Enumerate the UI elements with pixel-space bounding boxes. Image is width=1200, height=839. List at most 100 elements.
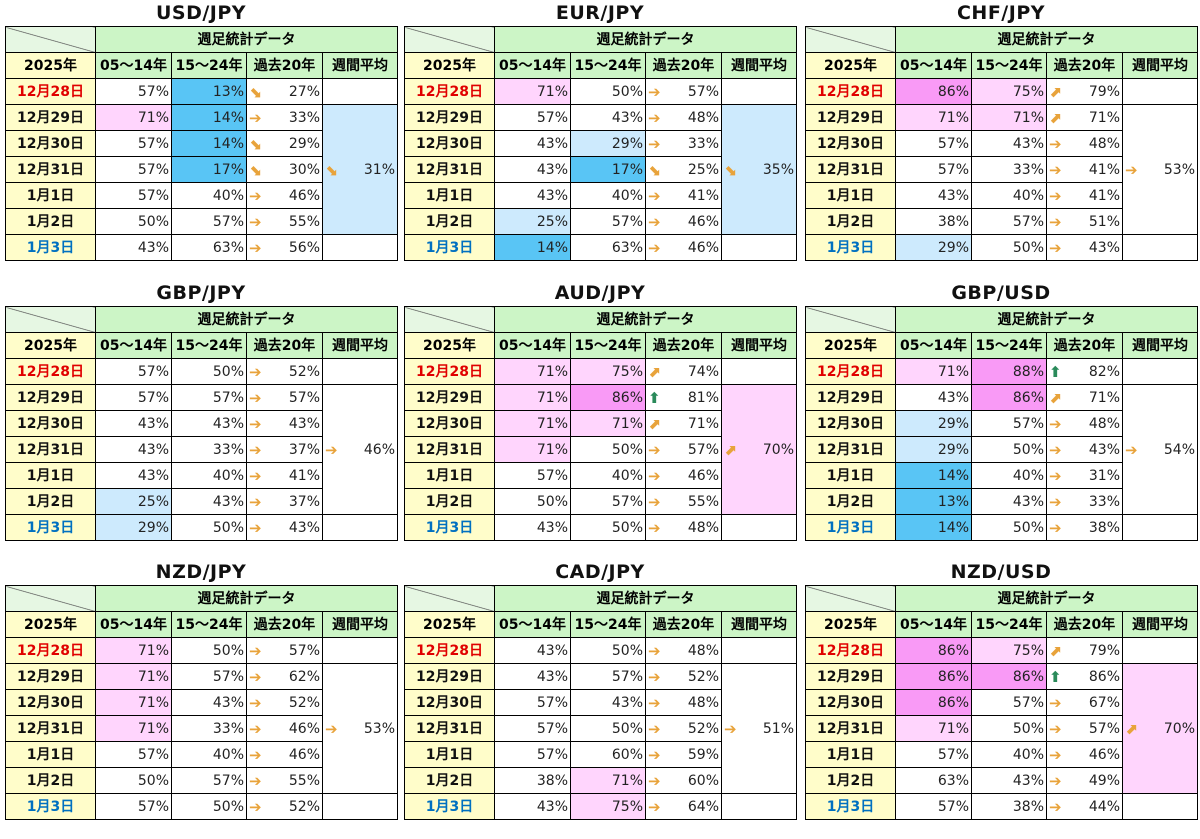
arrow-right-icon: ➔	[1049, 186, 1062, 205]
arrow-right-icon: ➔	[648, 440, 661, 459]
date-cell: 12月31日	[805, 436, 896, 463]
rate-20y-value: 44%	[1088, 798, 1120, 815]
rate-20y: ⬈ 74%	[645, 358, 722, 385]
column-header: 週間平均	[322, 332, 398, 359]
rate-05-14: 43%	[95, 410, 172, 437]
panel-eur-jpy: EUR/JPY 週足統計データ 2025年 05～14年 15～24年 過去20年 週間平均…	[404, 0, 797, 261]
arrow-up-right-icon: ⬈	[1049, 641, 1062, 660]
arrow-right-icon: ➔	[249, 667, 262, 686]
table-row: 12月30日 57% 43% ➔ 48%	[404, 689, 797, 716]
panel-gbp-usd: GBP/USD 週足統計データ 2025年 05～14年 15～24年 過去20年 週間平均…	[805, 280, 1198, 541]
date-cell: 12月31日	[404, 436, 495, 463]
column-header: 過去20年	[1046, 611, 1123, 638]
table-row: 1月3日 14% 63% ➔ 46%	[404, 234, 797, 261]
arrow-down-right-icon: ⬊	[249, 160, 262, 179]
column-header: 15～24年	[171, 332, 247, 359]
arrow-right-icon: ➔	[1049, 518, 1062, 537]
rate-15-24: 43%	[171, 488, 247, 515]
column-header: 過去20年	[645, 332, 722, 359]
arrow-right-icon: ➔	[648, 186, 661, 205]
table-row: 1月1日 57% 40% ➔ 46%	[404, 462, 797, 489]
table-row: 1月1日 57% 40% ➔ 46%	[805, 741, 1198, 768]
rate-20y-value: 57%	[288, 642, 320, 659]
rate-20y-value: 37%	[288, 493, 320, 510]
rate-15-24: 13%	[171, 78, 247, 105]
corner-cell	[404, 306, 495, 333]
panel-nzd-usd: NZD/USD 週足統計データ 2025年 05～14年 15～24年 過去20年 週間平均…	[805, 559, 1198, 820]
rate-15-24: 71%	[570, 410, 646, 437]
date-cell: 12月31日	[404, 715, 495, 742]
date-cell: 1月1日	[5, 741, 96, 768]
year-header: 2025年	[404, 332, 495, 359]
rate-15-24: 86%	[971, 663, 1047, 690]
date-cell: 1月3日	[404, 514, 495, 541]
rate-05-14: 25%	[95, 488, 172, 515]
rate-20y: ➔ 67%	[1046, 689, 1123, 716]
weekly-empty	[322, 78, 398, 105]
rate-15-24: 57%	[171, 767, 247, 794]
column-header: 05～14年	[895, 611, 972, 638]
rate-20y-value: 57%	[687, 83, 719, 100]
rate-20y: ➔ 57%	[645, 436, 722, 463]
group-header: 週足統計データ	[895, 26, 1198, 53]
rate-15-24: 43%	[971, 130, 1047, 157]
table-row: 12月29日 43% 57% ➔ 52% ➔ 51%	[404, 663, 797, 794]
column-header: 05～14年	[494, 52, 571, 79]
arrow-right-icon: ➔	[1049, 238, 1062, 257]
rate-15-24: 38%	[971, 793, 1047, 820]
rate-20y: ⬊ 25%	[645, 156, 722, 183]
rate-15-24: 75%	[971, 78, 1047, 105]
column-header: 過去20年	[246, 332, 323, 359]
rate-20y-value: 48%	[1088, 415, 1120, 432]
table-row: 12月28日 57% 13% ⬊ 27%	[5, 78, 398, 105]
year-header: 2025年	[5, 332, 96, 359]
rate-20y-value: 48%	[687, 109, 719, 126]
rate-20y-value: 30%	[288, 161, 320, 178]
table-row: 1月1日 43% 40% ➔ 41%	[805, 182, 1198, 209]
rate-20y: ➔ 44%	[1046, 793, 1123, 820]
weekly-average-value: 70%	[762, 441, 794, 458]
rate-05-14: 43%	[494, 182, 571, 209]
arrow-right-icon: ➔	[249, 388, 262, 407]
rate-15-24: 57%	[971, 689, 1047, 716]
weekly-empty	[322, 514, 398, 541]
arrow-right-icon: ➔	[648, 518, 661, 537]
arrow-right-icon: ➔	[249, 745, 262, 764]
rate-20y-value: 71%	[687, 415, 719, 432]
rate-20y: ➔ 48%	[645, 104, 722, 131]
rate-15-24: 14%	[171, 130, 247, 157]
date-cell: 1月1日	[404, 462, 495, 489]
rate-20y-value: 43%	[288, 415, 320, 432]
rate-15-24: 50%	[570, 436, 646, 463]
rate-20y: ⬊ 30%	[246, 156, 323, 183]
table-row: 1月2日 50% 57% ➔ 55%	[5, 208, 398, 235]
table-row: 12月31日 57% 17% ⬊ 30%	[5, 156, 398, 183]
rate-20y: ➔ 33%	[1046, 488, 1123, 515]
weekly-empty	[1122, 637, 1198, 664]
arrow-down-right-icon: ⬊	[325, 160, 338, 179]
column-header: 05～14年	[95, 611, 172, 638]
column-header-row: 2025年 05～14年 15～24年 過去20年 週間平均	[5, 52, 398, 79]
date-cell: 1月2日	[5, 767, 96, 794]
arrow-right-icon: ➔	[249, 797, 262, 816]
weekly-average-value: 53%	[363, 720, 395, 737]
column-header-row: 2025年 05～14年 15～24年 過去20年 週間平均	[404, 52, 797, 79]
rate-20y: ➔ 57%	[1046, 715, 1123, 742]
arrow-right-icon: ➔	[249, 108, 262, 127]
rate-15-24: 17%	[570, 156, 646, 183]
panel-aud-jpy: AUD/JPY 週足統計データ 2025年 05～14年 15～24年 過去20年 週間平均…	[404, 280, 797, 541]
rate-20y: ➔ 41%	[246, 462, 323, 489]
date-cell: 1月2日	[5, 208, 96, 235]
rate-15-24: 50%	[171, 358, 247, 385]
weekly-average-value: 51%	[762, 720, 794, 737]
rate-20y-value: 81%	[687, 389, 719, 406]
column-header: 15～24年	[171, 52, 247, 79]
rate-05-14: 57%	[494, 462, 571, 489]
rate-15-24: 60%	[570, 741, 646, 768]
rate-15-24: 57%	[570, 488, 646, 515]
arrow-right-icon: ➔	[249, 238, 262, 257]
date-cell: 12月30日	[404, 689, 495, 716]
date-cell: 12月30日	[5, 689, 96, 716]
rate-05-14: 50%	[95, 767, 172, 794]
rate-05-14: 14%	[494, 234, 571, 261]
